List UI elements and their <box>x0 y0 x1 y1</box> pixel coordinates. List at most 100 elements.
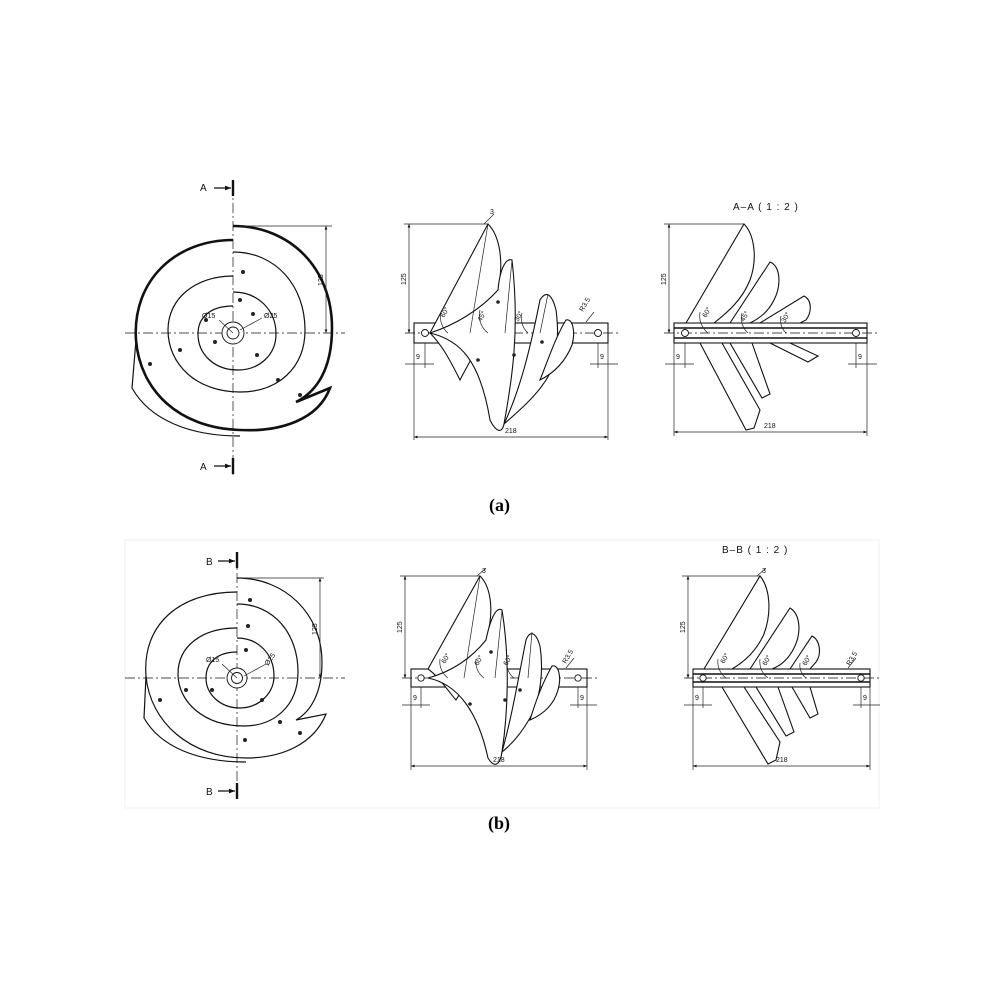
hole <box>238 298 242 302</box>
dim-length: 218 <box>505 428 517 435</box>
blade-4 <box>538 319 575 382</box>
angle-arc-2 <box>475 658 485 679</box>
dim-height: 125 <box>312 623 319 635</box>
blade-fold-1 <box>463 575 481 679</box>
hole <box>210 688 214 692</box>
angle-arc-3 <box>799 662 807 679</box>
leader-radius <box>585 311 595 323</box>
hole <box>248 598 252 602</box>
shaft-hole-right <box>852 329 860 337</box>
spiral-inner-edge <box>177 603 299 727</box>
section-blade-6 <box>791 686 819 719</box>
shaft-hole-right <box>857 674 865 682</box>
hole <box>255 353 259 357</box>
blade-hole <box>468 702 472 706</box>
section-blade-2 <box>748 607 800 670</box>
leader-d15 <box>218 319 234 334</box>
shaft-hole-right <box>574 674 582 682</box>
section-blade-4 <box>721 686 781 765</box>
hole <box>298 731 302 735</box>
blade-fold-1 <box>469 223 489 334</box>
section-letter-bottom: B <box>206 787 214 798</box>
section-blade-5 <box>755 686 795 737</box>
blade-fold-3 <box>527 631 533 679</box>
shaft-hole-right <box>594 329 602 337</box>
section-letter-top: B <box>206 557 214 568</box>
section-blade-1 <box>703 575 770 670</box>
dim-offset-left: 9 <box>695 695 699 702</box>
leader-radius <box>847 657 857 669</box>
section-letter-bottom: A <box>200 462 208 473</box>
angle-arc-2 <box>741 312 749 334</box>
dim-offset-left: 9 <box>676 354 680 361</box>
dim-height: 125 <box>318 274 325 286</box>
leader-d25 <box>239 317 263 331</box>
dim-thickness: 3 <box>482 568 486 575</box>
section-title: B–B ( 1 : 2 ) <box>722 545 788 556</box>
dim-thickness: 3 <box>490 209 494 216</box>
panel-b: B B Ø15 Ø25 <box>124 539 880 834</box>
dim-length: 218 <box>764 423 776 430</box>
leader-thickness <box>483 213 495 225</box>
hole <box>241 270 245 274</box>
dim-d15: Ø15 <box>202 313 215 320</box>
side-view-b: 60° 60° 60° 3 R3.5 125 9 9 218 <box>397 567 597 770</box>
section-view-b: B–B ( 1 : 2 ) 60° 60° 60° 3 R3.5 <box>680 545 880 770</box>
hole <box>213 340 217 344</box>
blade-hole <box>512 353 516 357</box>
dim-height: 125 <box>661 273 668 285</box>
shaft-hole-left <box>699 674 707 682</box>
hole <box>298 393 302 397</box>
dim-length: 218 <box>776 757 788 764</box>
blade-hole <box>489 650 493 654</box>
hole <box>184 688 188 692</box>
spiral-tail <box>143 675 247 763</box>
panel-a: A A <box>125 180 877 516</box>
angle-arc-3 <box>780 315 787 334</box>
panel-b-frame <box>124 539 880 809</box>
hole <box>278 720 282 724</box>
dim-offset-right: 9 <box>863 695 867 702</box>
spiral-inner-edge <box>167 251 306 393</box>
dim-d25: Ø25 <box>264 652 277 667</box>
leader-d25 <box>243 663 267 677</box>
section-blade-5 <box>729 342 771 399</box>
dim-offset-right: 9 <box>600 354 604 361</box>
shaft-hole-left <box>421 329 429 337</box>
angle-arc-3 <box>521 312 529 334</box>
hole <box>158 698 162 702</box>
dim-d25: Ø25 <box>264 313 277 320</box>
leader-d15 <box>221 663 238 679</box>
blade-fold-2 <box>504 259 513 334</box>
blade-fold-2 <box>494 609 503 679</box>
section-blade-4 <box>699 342 761 431</box>
hole <box>251 312 255 316</box>
section-blade-3 <box>788 635 821 670</box>
caption-a: (a) <box>489 495 510 516</box>
shaft-hole-left <box>417 674 425 682</box>
mounting-holes <box>158 598 302 742</box>
blade-hole <box>518 688 522 692</box>
blade-hole <box>540 340 544 344</box>
dim-offset-right: 9 <box>580 695 584 702</box>
spiral-core-edge <box>205 637 275 709</box>
blade-2 <box>427 259 516 431</box>
section-title: A–A ( 1 : 2 ) <box>733 202 799 213</box>
blade-hole <box>496 300 500 304</box>
dim-radius: R3.5 <box>562 649 576 665</box>
dim-offset-left: 9 <box>413 695 417 702</box>
dim-thickness: 3 <box>762 568 766 575</box>
hole <box>148 362 152 366</box>
leader-thickness <box>756 567 767 577</box>
section-blade-1 <box>685 223 755 324</box>
dim-radius: R3.5 <box>579 297 593 313</box>
angle-arc-1 <box>699 311 709 334</box>
dim-height: 125 <box>401 273 408 285</box>
section-letter-top: A <box>200 183 208 194</box>
angle-arc-1 <box>440 312 449 334</box>
angle-arc-3 <box>506 660 515 679</box>
section-blade-3 <box>758 295 811 324</box>
front-view-b: B B Ø15 Ø25 <box>125 552 345 800</box>
leader-thickness <box>476 567 487 577</box>
